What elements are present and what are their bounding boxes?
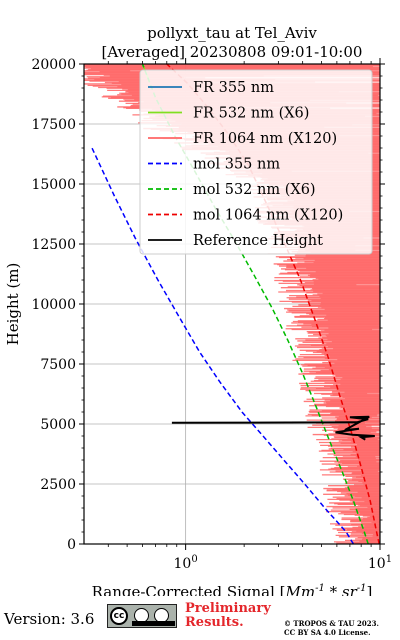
y-tick-label-1: 2500 (40, 477, 76, 493)
preliminary-line-1: Preliminary (185, 601, 271, 616)
version-label: Version: 3.6 (4, 610, 95, 628)
chart-title: pollyxt_tau at Tel_Aviv (147, 24, 317, 42)
cc-license-badge[interactable]: cc (107, 604, 177, 628)
chart-subtitle: [Averaged] 20230808 09:01-10:00 (102, 43, 363, 61)
copyright-line-1: © TROPOS & TAU 2023. (284, 619, 379, 628)
copyright-note: © TROPOS & TAU 2023. CC BY SA 4.0 Licens… (284, 619, 379, 637)
legend-label-1: FR 532 nm (X6) (193, 106, 309, 122)
legend-box (139, 69, 373, 255)
series-line-mol-355-nm (91, 147, 355, 544)
copyright-line-2: CC BY SA 4.0 License. (284, 628, 371, 637)
legend-label-0: FR 355 nm (193, 80, 274, 96)
footer: Version: 3.6 cc Preliminary Results. © T… (0, 596, 400, 640)
legend-label-3: mol 355 nm (193, 157, 280, 173)
y-tick-label-5: 12500 (31, 237, 76, 253)
series-line-reference-height (171, 415, 375, 441)
chart-svg: pollyxt_tau at Tel_Aviv[Averaged] 202308… (4, 24, 392, 601)
preliminary-line-2: Results. (185, 615, 244, 630)
y-tick-label-4: 10000 (31, 297, 76, 313)
legend-label-2: FR 1064 nm (X120) (193, 131, 337, 147)
series-line-mol-532-nm-x6- (141, 64, 369, 544)
preliminary-note: Preliminary Results. (185, 602, 271, 630)
y-tick-label-7: 17500 (31, 117, 76, 133)
y-tick-label-8: 20000 (31, 57, 76, 73)
legend-label-6: Reference Height (193, 233, 323, 249)
x-tick-label-1: 101 (368, 554, 392, 572)
x-tick-label-0: 100 (174, 554, 198, 572)
y-tick-label-0: 0 (67, 537, 76, 553)
legend-label-5: mol 1064 nm (X120) (193, 208, 343, 224)
y-tick-label-2: 5000 (40, 417, 76, 433)
legend-label-4: mol 532 nm (X6) (193, 182, 316, 198)
license-strip (132, 621, 175, 626)
x-axis-label: Range-Corrected Signal [Mm-1 * sr-1] (92, 583, 373, 596)
y-tick-label-3: 7500 (40, 357, 76, 373)
y-tick-label-6: 15000 (31, 177, 76, 193)
cc-icon: cc (110, 607, 128, 625)
y-axis-label: Height (m) (4, 263, 22, 346)
